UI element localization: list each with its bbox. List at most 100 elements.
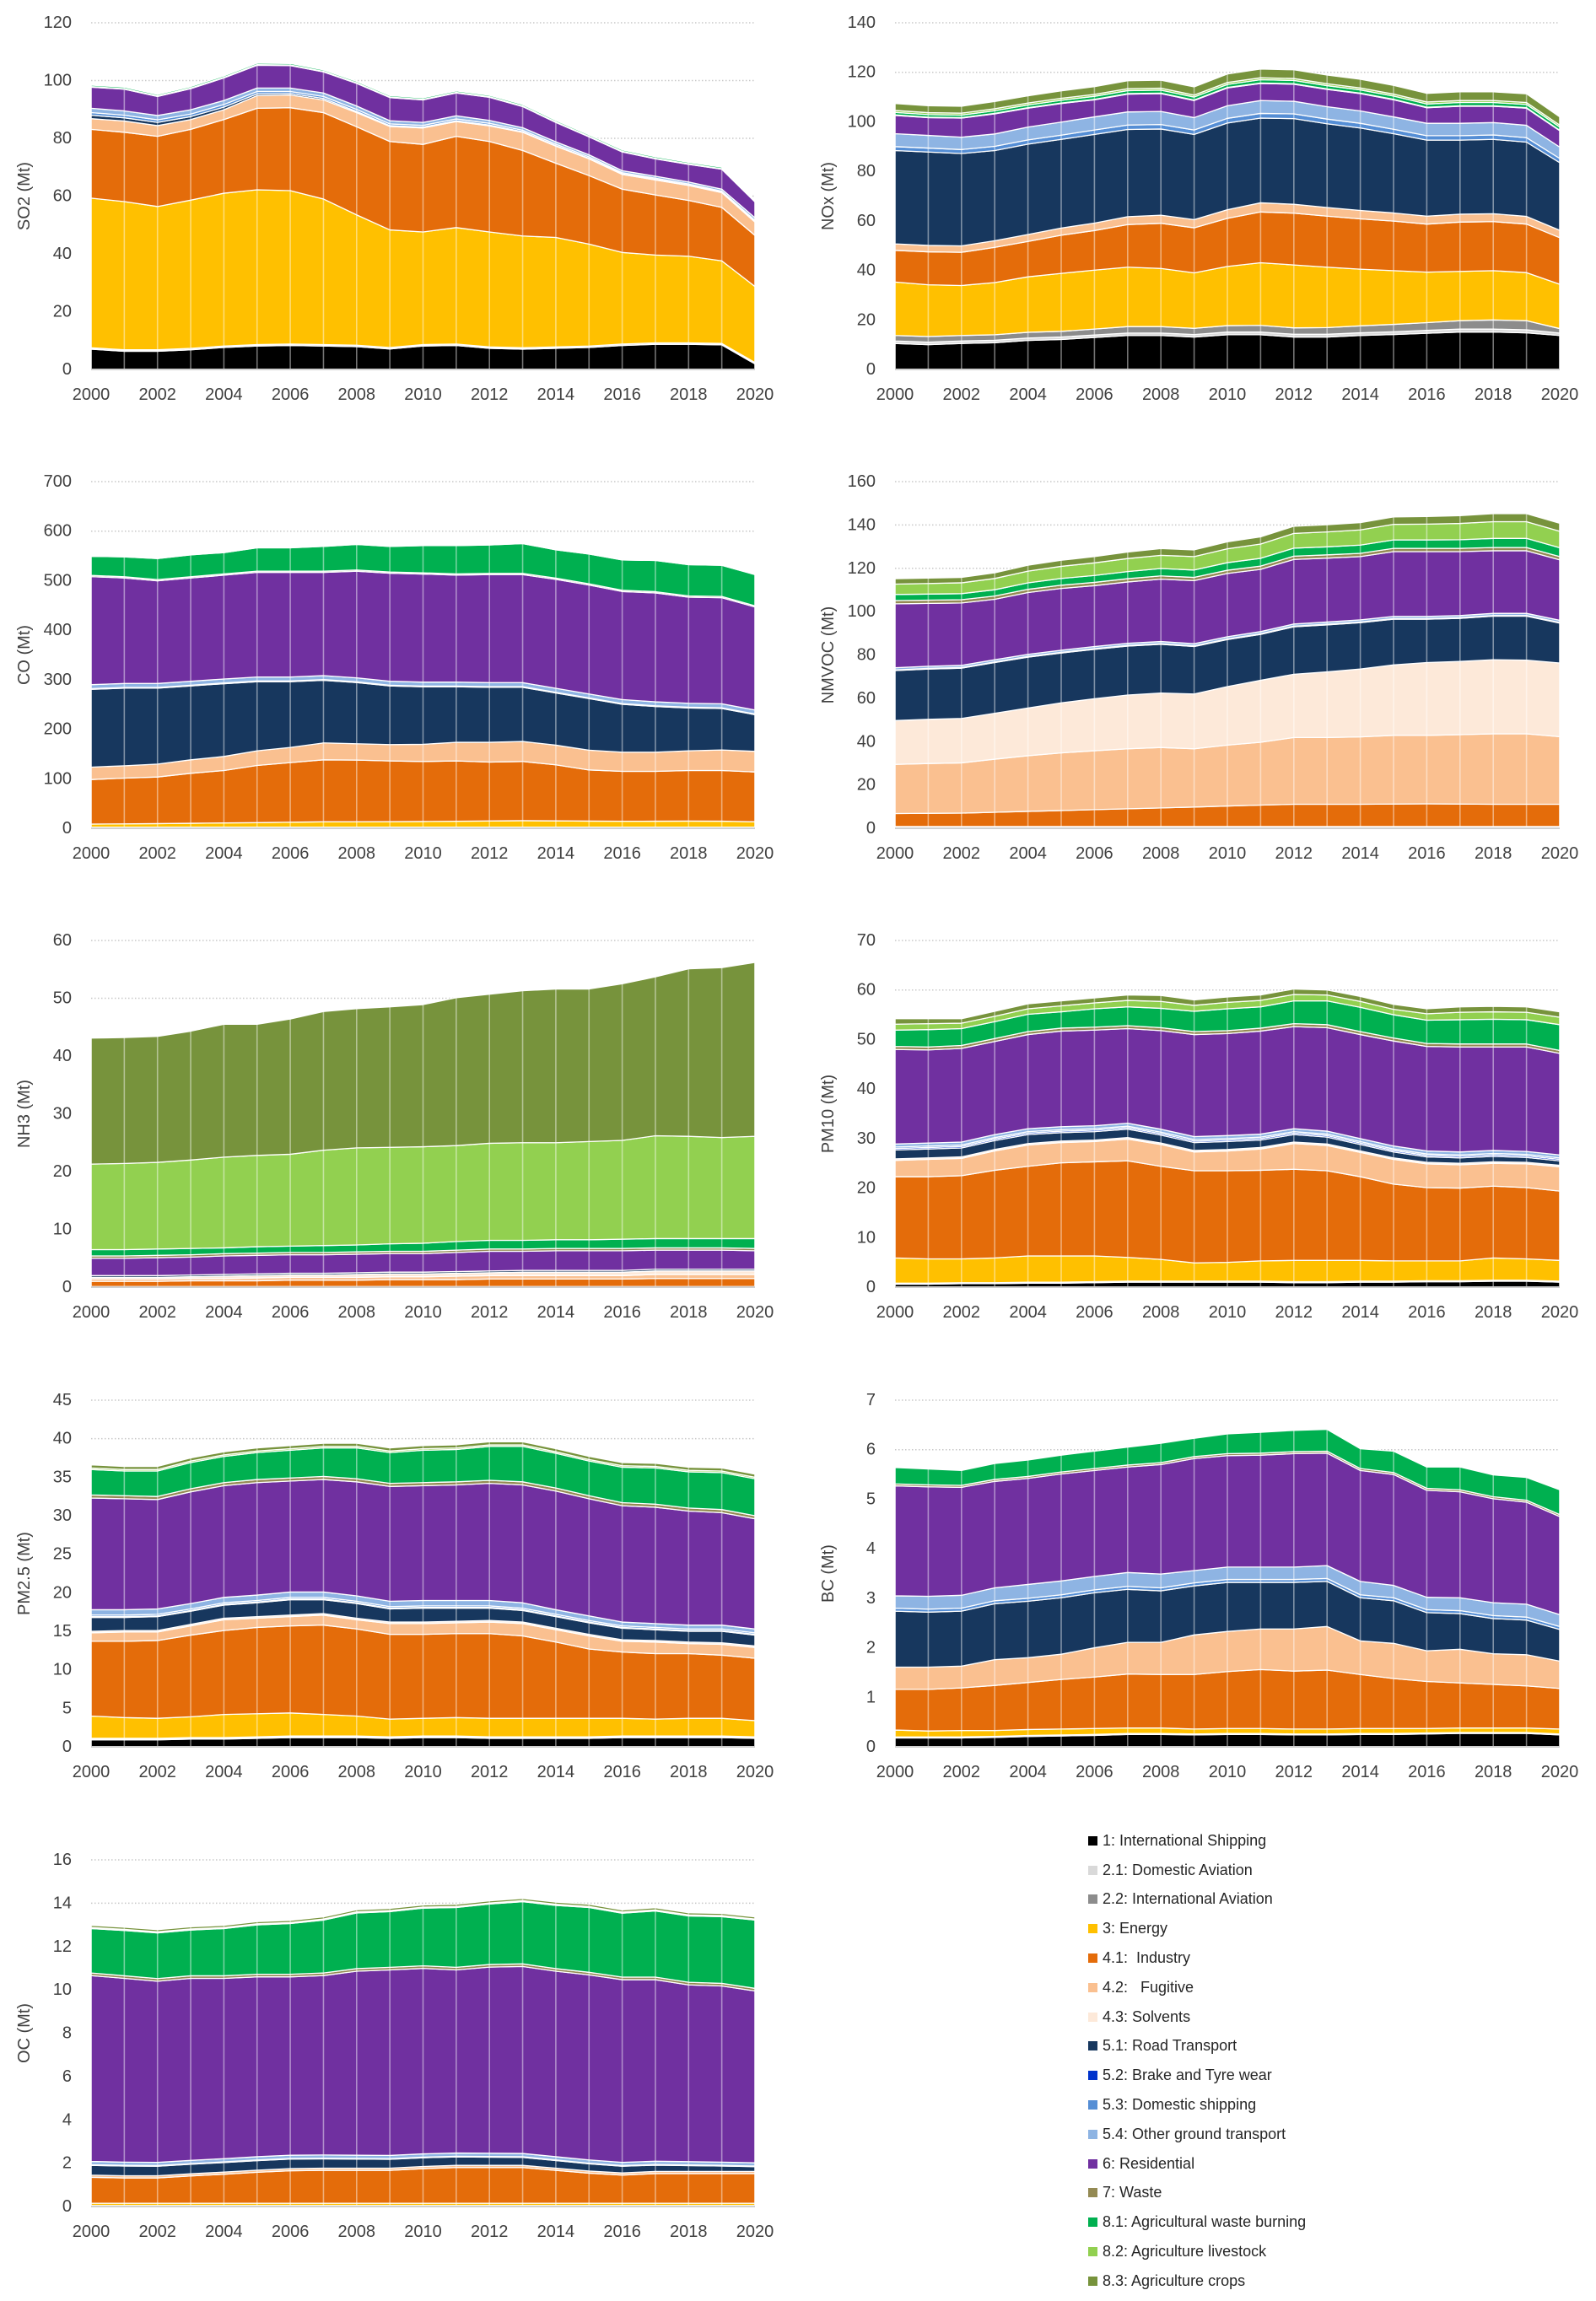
x-tick-label: 2002 bbox=[943, 1763, 981, 1781]
y-tick-label: 60 bbox=[53, 187, 72, 206]
y-axis-title: PM2.5 (Mt) bbox=[15, 1532, 34, 1615]
x-tick-label: 2014 bbox=[1341, 385, 1379, 404]
x-tick-label: 2006 bbox=[272, 1303, 310, 1322]
y-axis-title: CO (Mt) bbox=[15, 625, 34, 685]
chart-so2: 0 20 40 60 80 100 120 2000 2002 2004 2006 2008 2010 2… bbox=[15, 13, 774, 404]
x-tick-label: 2014 bbox=[537, 1303, 575, 1322]
x-tick-label: 2016 bbox=[603, 385, 641, 404]
x-tick-label: 2000 bbox=[876, 1303, 914, 1322]
legend-swatch bbox=[1088, 2129, 1097, 2139]
x-tick-label: 2018 bbox=[1475, 385, 1512, 404]
x-tick-label: 2016 bbox=[1408, 1763, 1446, 1781]
legend-swatch bbox=[1088, 2188, 1097, 2198]
y-tick-label: 8 bbox=[62, 2024, 72, 2043]
legend-item-international-aviation: 2.2: International Aviation bbox=[1088, 1885, 1306, 1915]
x-tick-label: 2006 bbox=[1076, 1303, 1113, 1322]
y-tick-label: 30 bbox=[53, 1506, 72, 1525]
legend-label: 4.3: Solvents bbox=[1103, 2007, 1191, 2025]
y-tick-label: 60 bbox=[857, 212, 876, 230]
x-tick-label: 2002 bbox=[138, 1303, 176, 1322]
y-tick-label: 40 bbox=[53, 245, 72, 263]
y-tick-label: 10 bbox=[53, 1221, 72, 1239]
x-tick-label: 2006 bbox=[1076, 385, 1113, 404]
x-tick-label: 2004 bbox=[1009, 844, 1047, 863]
y-axis-title: OC (Mt) bbox=[15, 2003, 34, 2063]
x-tick-label: 2020 bbox=[736, 1763, 774, 1781]
legend-label: 5.3: Domestic shipping bbox=[1103, 2096, 1257, 2114]
x-tick-label: 2006 bbox=[1076, 844, 1113, 863]
y-tick-label: 40 bbox=[857, 261, 876, 280]
x-tick-label: 2010 bbox=[1209, 1763, 1247, 1781]
y-tick-label: 0 bbox=[62, 819, 72, 838]
y-tick-label: 50 bbox=[857, 1030, 876, 1048]
chart-bc: 0 1 2 3 4 5 6 7 2000 2002 2004 2006 2008 2010 2012 2014… bbox=[819, 1391, 1578, 1781]
legend-label: 5.1: Road Transport bbox=[1103, 2037, 1237, 2055]
area-bc-8-1-agricultural-waste-burning bbox=[894, 1428, 1561, 1516]
x-tick-label: 2000 bbox=[73, 2223, 111, 2241]
y-tick-label: 0 bbox=[866, 819, 876, 838]
legend-label: 8.2: Agriculture livestock bbox=[1103, 2243, 1267, 2261]
x-tick-label: 2006 bbox=[272, 2223, 310, 2241]
legend-label: 6: Residential bbox=[1103, 2154, 1195, 2172]
legend-swatch bbox=[1088, 1894, 1097, 1905]
x-tick-label: 2006 bbox=[272, 385, 310, 404]
chart-nh3: 0 10 20 30 40 50 60 2000 2002 2004 2006 2008 2010 201… bbox=[15, 931, 774, 1322]
legend-item-road-transport: 5.1: Road Transport bbox=[1088, 2032, 1306, 2061]
y-tick-label: 30 bbox=[857, 1129, 876, 1148]
x-tick-label: 2012 bbox=[471, 385, 509, 404]
y-tick-label: 5 bbox=[62, 1699, 72, 1717]
x-tick-label: 2020 bbox=[736, 844, 774, 863]
y-axis-title: NMVOC (Mt) bbox=[819, 606, 838, 704]
y-tick-label: 80 bbox=[53, 129, 72, 148]
x-tick-label: 2006 bbox=[272, 844, 310, 863]
legend-label: 8.1: Agricultural waste burning bbox=[1103, 2213, 1307, 2231]
x-tick-label: 2014 bbox=[537, 2223, 575, 2241]
x-tick-label: 2008 bbox=[338, 844, 376, 863]
y-tick-label: 5 bbox=[866, 1490, 876, 1508]
y-tick-label: 10 bbox=[53, 1661, 72, 1679]
x-tick-label: 2002 bbox=[138, 1763, 176, 1781]
x-tick-label: 2018 bbox=[670, 1763, 708, 1781]
y-tick-label: 0 bbox=[62, 360, 72, 379]
area-oc-8-3-agriculture-crops bbox=[90, 1898, 756, 1932]
legend-swatch bbox=[1088, 2041, 1097, 2051]
y-axis-title: BC (Mt) bbox=[819, 1544, 838, 1603]
x-tick-label: 2020 bbox=[1541, 1303, 1579, 1322]
y-axis-title: NH3 (Mt) bbox=[15, 1080, 34, 1148]
area-nmvoc-8-3-agriculture-crops bbox=[894, 513, 1561, 585]
x-tick-label: 2016 bbox=[603, 2223, 641, 2241]
x-tick-label: 2008 bbox=[1142, 844, 1180, 863]
y-tick-label: 300 bbox=[44, 671, 72, 689]
legend-item-industry: 4.1: Industry bbox=[1088, 1943, 1306, 1973]
area-nox-8-3-agriculture-crops bbox=[894, 68, 1561, 126]
x-tick-label: 2020 bbox=[1541, 385, 1579, 404]
x-tick-label: 2000 bbox=[73, 385, 111, 404]
x-tick-label: 2016 bbox=[1408, 844, 1446, 863]
y-tick-label: 140 bbox=[848, 515, 876, 534]
x-tick-label: 2012 bbox=[471, 1303, 509, 1322]
legend-swatch bbox=[1088, 1865, 1097, 1875]
y-tick-label: 70 bbox=[857, 931, 876, 950]
legend-label: 2.1: Domestic Aviation bbox=[1103, 1861, 1253, 1878]
legend-swatch bbox=[1088, 1953, 1097, 1964]
x-tick-label: 2012 bbox=[1275, 1303, 1313, 1322]
legend-swatch bbox=[1088, 2247, 1097, 2257]
y-tick-label: 4 bbox=[866, 1539, 876, 1558]
x-tick-label: 2012 bbox=[471, 1763, 509, 1781]
y-tick-label: 140 bbox=[848, 13, 876, 32]
x-tick-label: 2014 bbox=[1341, 1763, 1379, 1781]
legend-label: 7: Waste bbox=[1103, 2184, 1162, 2201]
legend-item-agriculture-crops: 8.3: Agriculture crops bbox=[1088, 2266, 1306, 2296]
legend-label: 5.4: Other ground transport bbox=[1103, 2125, 1286, 2142]
y-tick-label: 400 bbox=[44, 621, 72, 639]
x-tick-label: 2012 bbox=[1275, 385, 1313, 404]
x-tick-label: 2008 bbox=[338, 385, 376, 404]
chart-pm10: 0 10 20 30 40 50 60 70 2000 2002 2004 2006 2008 2010 2… bbox=[819, 931, 1578, 1322]
legend-item-agriculture-livestock: 8.2: Agriculture livestock bbox=[1088, 2237, 1306, 2266]
x-tick-label: 2004 bbox=[205, 1763, 243, 1781]
chart-nmvoc: 0 20 40 60 80 100 120 140 160 2000 2002 2004 2006 200… bbox=[819, 472, 1578, 863]
legend-swatch bbox=[1088, 2100, 1097, 2110]
x-tick-label: 2008 bbox=[1142, 385, 1180, 404]
x-tick-label: 2010 bbox=[404, 2223, 442, 2241]
x-tick-label: 2004 bbox=[1009, 385, 1047, 404]
